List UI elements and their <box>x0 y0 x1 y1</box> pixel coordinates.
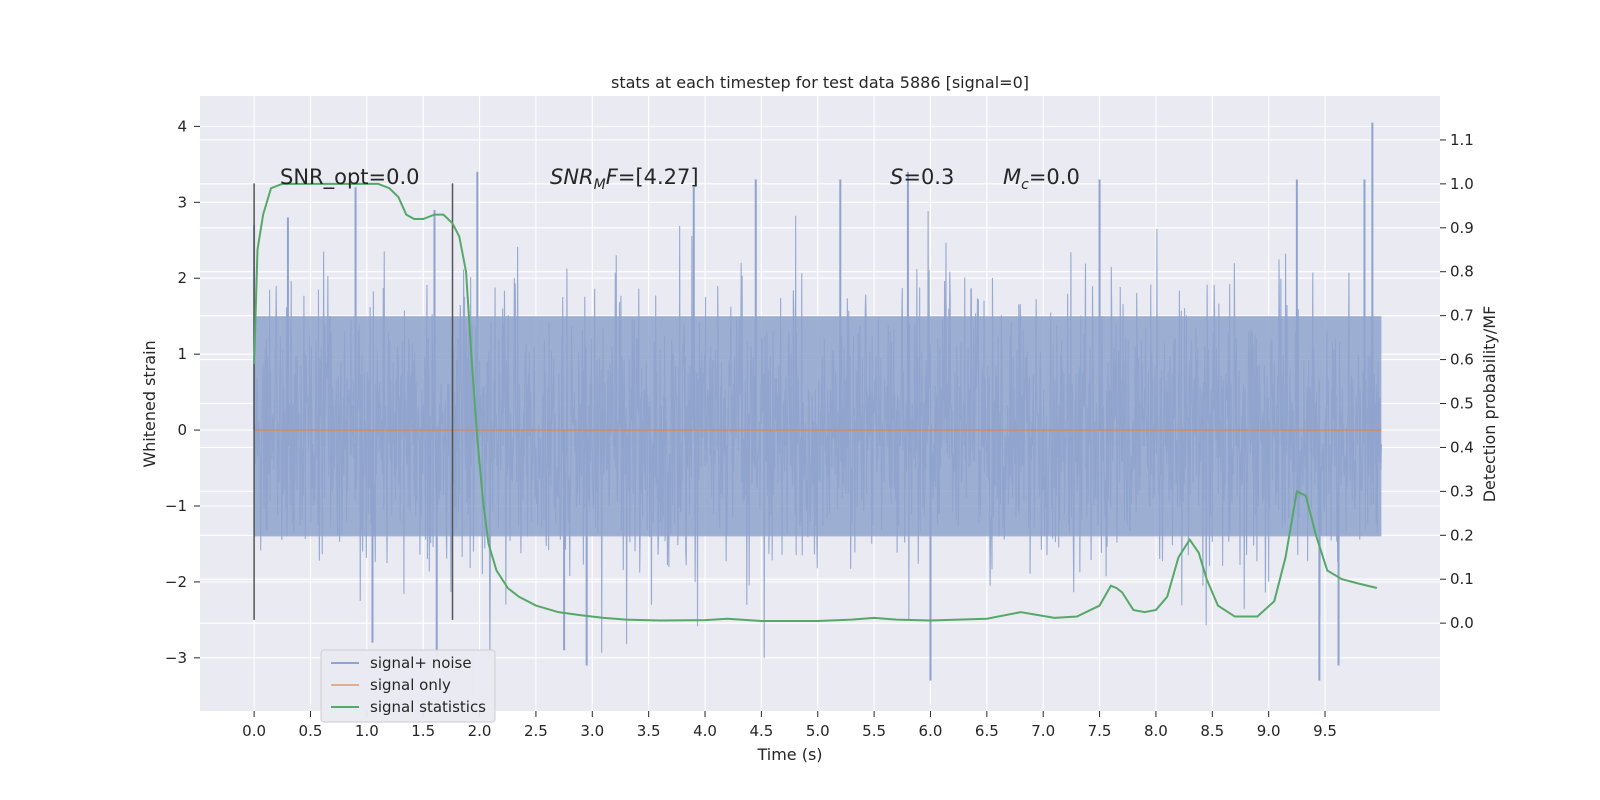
snr-mf-symbol-2: F <box>606 165 619 189</box>
x-axis-label: Time (s) <box>756 745 822 764</box>
x-tick-label: 0.0 <box>242 722 266 740</box>
y2-tick-label: 0.3 <box>1450 482 1474 500</box>
x-tick-label: 2.0 <box>468 722 492 740</box>
legend-box <box>320 649 496 723</box>
chart-title: stats at each timestep for test data 588… <box>611 73 1029 92</box>
y-tick-label: 0 <box>177 421 187 439</box>
y2-tick-label: 0.4 <box>1450 438 1474 456</box>
y2-tick-label: 1.0 <box>1450 175 1474 193</box>
y2-tick-label: 0.1 <box>1450 570 1474 588</box>
x-tick-label: 1.5 <box>411 722 435 740</box>
y2-tick-label: 0.7 <box>1450 307 1474 325</box>
x-tick-label: 4.0 <box>693 722 717 740</box>
y-tick-label: 2 <box>177 269 187 287</box>
y-axis-label: Whitened strain <box>140 340 159 467</box>
y2-tick-label: 0.6 <box>1450 351 1474 369</box>
y2-tick-label: 0.8 <box>1450 263 1474 281</box>
x-tick-label: 6.5 <box>975 722 999 740</box>
y2-tick-label: 0.5 <box>1450 395 1474 413</box>
y2-axis-label: Detection probability/MF <box>1480 306 1499 503</box>
y2-tick-label: 0.2 <box>1450 526 1474 544</box>
legend-label-stats: signal statistics <box>370 698 486 716</box>
x-tick-label: 6.0 <box>919 722 943 740</box>
axes: 0.0 0.5 1.0 1.5 2.0 2.5 3.0 3.5 4.0 4.5 5.0 5.5 6.0 6… <box>165 117 1474 740</box>
y-tick-label: −2 <box>165 573 187 591</box>
x-tick-label: 3.5 <box>637 722 661 740</box>
x-tick-label: 8.0 <box>1144 722 1168 740</box>
x-tick-label: 8.5 <box>1200 722 1224 740</box>
mc-symbol: M <box>1003 165 1021 189</box>
y-tick-label: 3 <box>177 193 187 211</box>
x-tick-label: 7.5 <box>1088 722 1112 740</box>
legend: signal+ noise signal only signal statist… <box>320 649 496 723</box>
y-tick-label: −1 <box>165 497 187 515</box>
x-tick-label: 3.0 <box>580 722 604 740</box>
legend-label-noise: signal+ noise <box>370 654 472 672</box>
x-tick-label: 9.5 <box>1313 722 1337 740</box>
legend-label-signal: signal only <box>370 676 451 694</box>
y-tick-label: −3 <box>165 649 187 667</box>
signal-noise-band <box>254 316 1382 537</box>
signal-statistics-line <box>253 182 1378 622</box>
x-tick-label: 5.5 <box>862 722 886 740</box>
annotation-snr-opt: SNR_opt=0.0 <box>280 165 420 190</box>
annotation-s: S=0.3 <box>890 165 954 189</box>
x-tick-label: 9.0 <box>1257 722 1281 740</box>
x-tick-label: 0.5 <box>299 722 323 740</box>
s-value: =0.3 <box>903 165 954 189</box>
x-tick-label: 4.5 <box>749 722 773 740</box>
y2-tick-label: 0.9 <box>1450 219 1474 237</box>
x-tick-label: 7.0 <box>1031 722 1055 740</box>
y2-tick-label: 1.1 <box>1450 131 1474 149</box>
y2-tick-label: 0.0 <box>1450 614 1474 632</box>
series-layer <box>253 182 1382 622</box>
snr-mf-subscript: M <box>594 177 606 193</box>
x-tick-label: 5.0 <box>806 722 830 740</box>
mc-subscript: c <box>1021 177 1029 193</box>
snr-mf-symbol: SNR <box>550 165 594 189</box>
y-tick-label: 4 <box>177 117 187 135</box>
x-tick-label: 1.0 <box>355 722 379 740</box>
x-tick-label: 2.5 <box>524 722 548 740</box>
s-symbol: S <box>890 165 903 189</box>
signal-noise-series <box>253 122 1382 681</box>
snr-mf-value: =[4.27] <box>618 165 699 189</box>
annotation-snr-mf: SNRMF=[4.27] <box>550 165 699 193</box>
annotation-mc: Mc=0.0 <box>1003 165 1080 193</box>
mc-value: =0.0 <box>1029 165 1080 189</box>
y-tick-label: 1 <box>177 345 187 363</box>
